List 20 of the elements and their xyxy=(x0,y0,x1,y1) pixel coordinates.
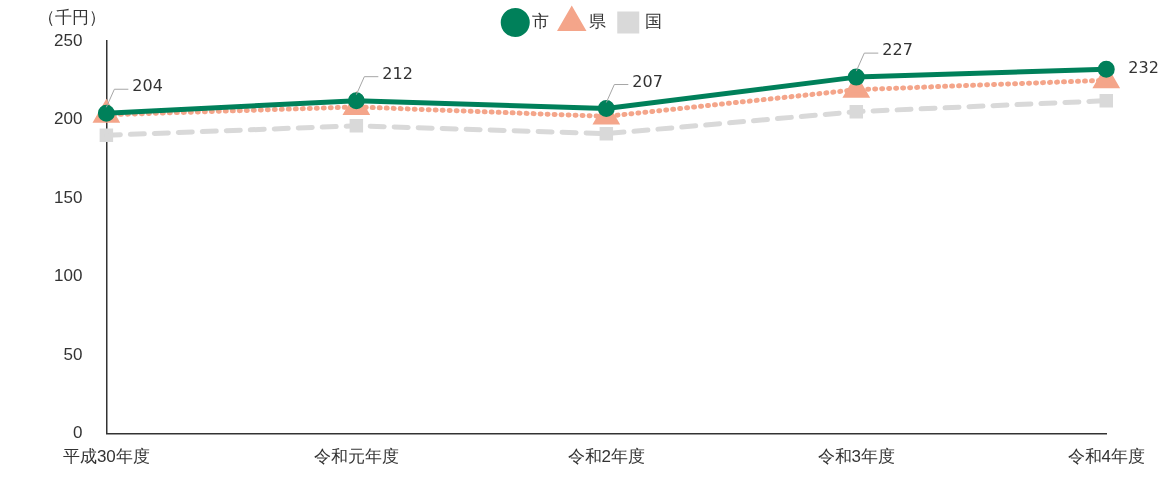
y-axis-title: （千円） xyxy=(38,6,106,29)
x-tick-label: 令和3年度 xyxy=(817,447,896,467)
x-tick-label: 平成30年度 xyxy=(62,447,150,467)
data-label: 212 xyxy=(382,63,413,83)
x-tick-label: 令和4年度 xyxy=(1067,447,1146,467)
x-tick-label: 令和元年度 xyxy=(313,447,399,467)
legend-label: 国 xyxy=(645,12,663,32)
data-label: 232 xyxy=(1128,58,1159,78)
x-tick-label: 令和2年度 xyxy=(567,447,646,467)
y-tick-label: 150 xyxy=(53,187,83,207)
y-tick-label: 200 xyxy=(53,109,83,129)
y-tick-label: 250 xyxy=(53,30,83,50)
y-tick-label: 50 xyxy=(63,344,83,364)
legend-label: 市 xyxy=(532,12,550,32)
y-tick-label: 0 xyxy=(72,423,83,443)
data-label: 207 xyxy=(632,71,663,91)
legend-label: 県 xyxy=(588,12,606,32)
data-label: 227 xyxy=(882,40,913,60)
data-label: 204 xyxy=(132,76,163,96)
y-tick-label: 100 xyxy=(53,266,83,286)
